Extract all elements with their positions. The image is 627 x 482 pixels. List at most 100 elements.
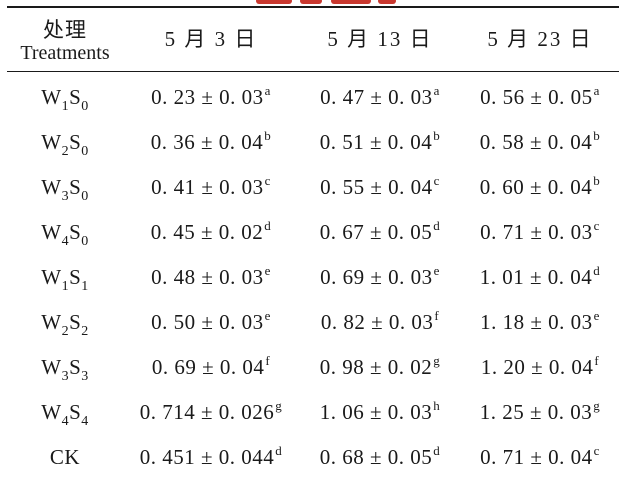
mean-sd-value: 0. 50 ± 0. 03 <box>151 310 264 334</box>
value-cell: 1. 01 ± 0. 04d <box>461 255 619 300</box>
mean-sd-value: 0. 47 ± 0. 03 <box>320 85 433 109</box>
value-cell: 0. 68 ± 0. 05d <box>299 435 461 480</box>
value-cell: 0. 48 ± 0. 03e <box>123 255 299 300</box>
treatment-cell: W4S4 <box>7 390 123 435</box>
table-row: W1S1 0. 48 ± 0. 03e 0. 69 ± 0. 03e 1. 01 ± … <box>7 255 619 300</box>
value-cell: 0. 45 ± 0. 02d <box>123 210 299 255</box>
treatment-cell: W4S0 <box>7 210 123 255</box>
mean-sd-value: 0. 55 ± 0. 04 <box>320 175 433 199</box>
treatment-subscript: 4 <box>61 234 70 249</box>
date-header-may-13: 5 月 13 日 <box>327 27 433 51</box>
treatment-subscript: 2 <box>61 324 70 339</box>
value-cell: 0. 47 ± 0. 03a <box>299 75 461 120</box>
value-cell: 0. 60 ± 0. 04b <box>461 165 619 210</box>
treatment-letter: W <box>41 355 62 379</box>
value-cell: 1. 06 ± 0. 03h <box>299 390 461 435</box>
mean-sd-value: 1. 20 ± 0. 04 <box>480 355 594 379</box>
treatment-subscript: 0 <box>81 144 89 159</box>
value-cell: 1. 18 ± 0. 03e <box>461 300 619 345</box>
table-row: W2S0 0. 36 ± 0. 04b 0. 51 ± 0. 04b 0. 58 ± … <box>7 120 619 165</box>
significance-letter: d <box>433 218 441 233</box>
treatment-cell: W2S0 <box>7 120 123 165</box>
treatment-letter: W <box>41 310 62 334</box>
treatment-subscript: 1 <box>61 279 70 294</box>
significance-letter: c <box>593 443 600 458</box>
mean-sd-value: 0. 98 ± 0. 02 <box>319 355 433 379</box>
table-row: W4S0 0. 45 ± 0. 02d 0. 67 ± 0. 05d 0. 71 ± … <box>7 210 619 255</box>
treatment-letter: S <box>69 265 82 289</box>
mean-sd-value: 0. 451 ± 0. 044 <box>139 445 275 469</box>
treatment-letter: S <box>69 85 82 109</box>
treatment-letter: S <box>69 400 82 424</box>
table-row: W2S2 0. 50 ± 0. 03e 0. 82 ± 0. 03f 1. 18 ± … <box>7 300 619 345</box>
value-cell: 1. 20 ± 0. 04f <box>461 345 619 390</box>
mean-sd-value: 0. 41 ± 0. 03 <box>151 175 264 199</box>
mean-sd-value: 0. 23 ± 0. 03 <box>151 85 264 109</box>
mean-sd-value: 0. 56 ± 0. 05 <box>480 85 593 109</box>
significance-letter: h <box>433 398 441 413</box>
treatment-cell: W2S2 <box>7 300 123 345</box>
significance-letter: a <box>264 83 271 98</box>
treatment-subscript: 3 <box>81 369 89 384</box>
table-row: W3S3 0. 69 ± 0. 04f 0. 98 ± 0. 02g 1. 20 ± … <box>7 345 619 390</box>
mean-sd-value: 0. 69 ± 0. 04 <box>151 355 265 379</box>
table-top-rule <box>7 6 619 8</box>
significance-letter: d <box>433 443 441 458</box>
significance-letter: c <box>433 173 440 188</box>
mean-sd-value: 0. 714 ± 0. 026 <box>139 400 275 424</box>
treatment-cell: W1S1 <box>7 255 123 300</box>
significance-letter: e <box>264 263 271 278</box>
treatment-header-en: Treatments <box>20 42 110 64</box>
value-cell: 0. 451 ± 0. 044d <box>123 435 299 480</box>
treatment-letter: S <box>69 220 82 244</box>
mean-sd-value: 1. 18 ± 0. 03 <box>480 310 593 334</box>
value-cell: 0. 51 ± 0. 04b <box>299 120 461 165</box>
mean-sd-value: 0. 36 ± 0. 04 <box>150 130 264 154</box>
value-cell: 0. 69 ± 0. 03e <box>299 255 461 300</box>
treatment-letter: S <box>69 130 82 154</box>
treatment-letter: W <box>41 85 62 109</box>
value-cell: 0. 41 ± 0. 03c <box>123 165 299 210</box>
value-cell: 0. 23 ± 0. 03a <box>123 75 299 120</box>
mean-sd-value: 0. 51 ± 0. 04 <box>319 130 433 154</box>
treatment-letter: S <box>69 310 82 334</box>
mean-sd-value: 0. 71 ± 0. 04 <box>480 445 593 469</box>
value-cell: 0. 50 ± 0. 03e <box>123 300 299 345</box>
mean-sd-value: 0. 48 ± 0. 03 <box>151 265 264 289</box>
significance-letter: b <box>433 128 441 143</box>
treatment-cell: W3S3 <box>7 345 123 390</box>
value-cell: 0. 55 ± 0. 04c <box>299 165 461 210</box>
mean-sd-value: 0. 68 ± 0. 05 <box>319 445 433 469</box>
header-rule <box>7 71 619 72</box>
value-cell: 0. 71 ± 0. 03c <box>461 210 619 255</box>
significance-letter: d <box>593 263 601 278</box>
mean-sd-value: 0. 45 ± 0. 02 <box>150 220 264 244</box>
significance-letter: b <box>264 128 272 143</box>
mean-sd-value: 0. 67 ± 0. 05 <box>319 220 433 244</box>
significance-letter: d <box>264 218 272 233</box>
value-cell: 1. 25 ± 0. 03g <box>461 390 619 435</box>
treatment-letter: W <box>41 175 62 199</box>
value-cell: 0. 36 ± 0. 04b <box>123 120 299 165</box>
value-cell: 0. 82 ± 0. 03f <box>299 300 461 345</box>
mean-sd-value: 0. 60 ± 0. 04 <box>479 175 593 199</box>
significance-letter: d <box>275 443 283 458</box>
treatment-letter: W <box>41 265 62 289</box>
significance-letter: e <box>593 308 600 323</box>
treatment-subscript: 4 <box>81 414 89 429</box>
value-cell: 0. 58 ± 0. 04b <box>461 120 619 165</box>
clipped-heading-fragment <box>250 0 450 4</box>
significance-letter: g <box>275 398 283 413</box>
value-cell: 0. 67 ± 0. 05d <box>299 210 461 255</box>
mean-sd-value: 0. 71 ± 0. 03 <box>480 220 593 244</box>
significance-letter: c <box>264 173 271 188</box>
significance-letter: e <box>264 308 271 323</box>
significance-letter: b <box>593 173 601 188</box>
treatment-subscript: 4 <box>61 414 70 429</box>
table-row: W3S0 0. 41 ± 0. 03c 0. 55 ± 0. 04c 0. 60 ± … <box>7 165 619 210</box>
treatment-subscript: 0 <box>81 234 89 249</box>
mean-sd-value: 0. 58 ± 0. 04 <box>479 130 593 154</box>
treatment-subscript: 0 <box>81 189 89 204</box>
significance-letter: f <box>265 353 271 368</box>
mean-sd-value: 0. 69 ± 0. 03 <box>320 265 433 289</box>
